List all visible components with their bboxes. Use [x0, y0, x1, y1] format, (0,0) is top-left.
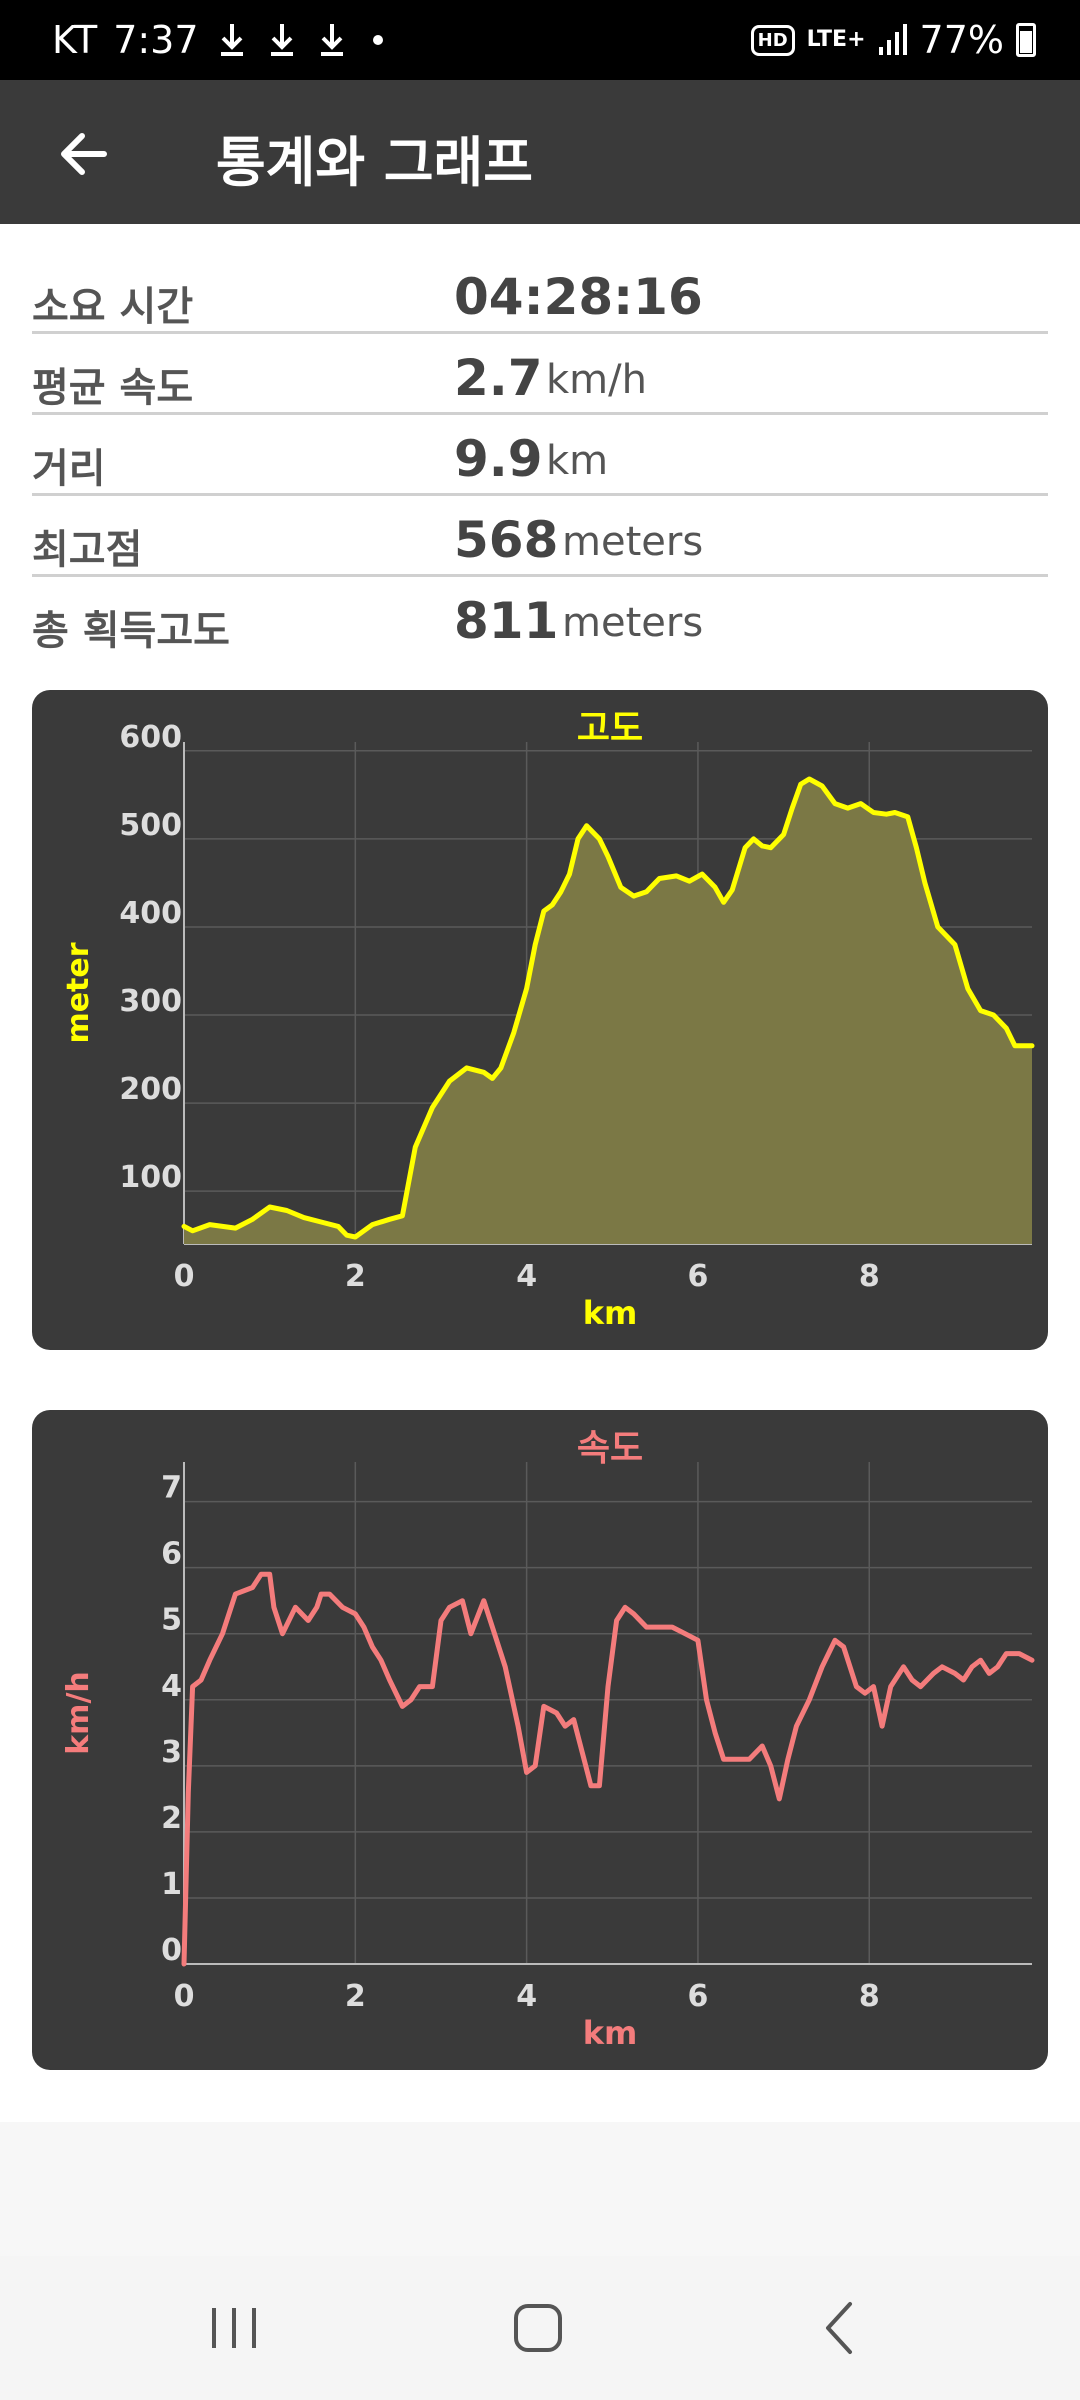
clock: 7:37 — [113, 18, 199, 62]
stat-row-total-ascent: 총 획득고도 811 meters — [32, 578, 1048, 658]
stat-value: 9.9 — [454, 430, 543, 488]
x-tick-label: 6 — [688, 1979, 709, 2014]
speed-chart-card: 0 2 4 6 8 0 1 2 3 4 5 6 7 속도 km km/h — [32, 1410, 1048, 2070]
elevation-chart: 0 2 4 6 8 100 200 300 400 500 600 고도 km meter — [61, 708, 1035, 1332]
speed-chart: 0 2 4 6 8 0 1 2 3 4 5 6 7 속도 km km/h — [61, 1428, 1035, 2052]
series-area — [184, 779, 1032, 1244]
status-bar-left: KT 7:37 — [52, 18, 383, 62]
stat-value: 811 — [454, 592, 559, 650]
stat-unit: meters — [562, 519, 704, 565]
status-bar-right: HD LTE+ 77% — [750, 18, 1036, 62]
x-tick-label: 6 — [688, 1259, 709, 1294]
download-icon — [270, 24, 293, 56]
y-axis-label: meter — [61, 942, 96, 1043]
x-tick-label: 2 — [345, 1259, 366, 1294]
download-icon — [220, 24, 243, 56]
series-line — [181, 1571, 1035, 1967]
nav-back-icon[interactable] — [740, 2256, 940, 2400]
arrow-left-icon[interactable] — [54, 124, 114, 184]
signal-icon — [878, 24, 907, 55]
stat-value: 04:28:16 — [454, 268, 703, 326]
y-tick-label: 4 — [161, 1669, 182, 1704]
stat-unit: km — [546, 438, 609, 484]
y-axis-label: km/h — [61, 1671, 96, 1755]
chart-title: 속도 — [577, 1428, 643, 1469]
recents-icon[interactable] — [134, 2256, 334, 2400]
y-tick-label: 100 — [119, 1160, 182, 1195]
y-tick-label: 1 — [161, 1867, 182, 1902]
navigation-bar — [0, 2256, 1080, 2400]
y-tick-label: 3 — [161, 1735, 182, 1770]
y-tick-label: 300 — [119, 984, 182, 1019]
y-tick-label: 200 — [119, 1072, 182, 1107]
y-tick-label: 7 — [161, 1471, 182, 1506]
stat-row-max-elevation: 최고점 568 meters — [32, 497, 1048, 577]
stat-label: 최고점 — [32, 527, 143, 573]
y-tick-label: 5 — [161, 1603, 182, 1638]
series-line — [181, 776, 1035, 1240]
x-tick-label: 4 — [516, 1979, 537, 2014]
stat-label: 총 획득고도 — [32, 608, 230, 654]
stat-unit: km/h — [546, 357, 647, 403]
x-axis-label: km — [583, 2014, 638, 2052]
home-icon[interactable] — [438, 2256, 638, 2400]
x-tick-label: 2 — [345, 1979, 366, 2014]
battery-percent: 77% — [919, 18, 1004, 62]
x-tick-label: 8 — [859, 1979, 880, 2014]
stat-unit: meters — [562, 600, 704, 646]
stat-row-distance: 거리 9.9 km — [32, 416, 1048, 496]
stat-row-duration: 소요 시간 04:28:16 — [32, 254, 1048, 334]
x-tick-label: 0 — [174, 1979, 195, 2014]
x-tick-label: 0 — [174, 1259, 195, 1294]
chart-title: 고도 — [577, 708, 643, 749]
hd-voice-icon: HD — [750, 24, 795, 56]
elevation-chart-card: 0 2 4 6 8 100 200 300 400 500 600 고도 km meter — [32, 690, 1048, 1350]
y-tick-label: 0 — [161, 1933, 182, 1968]
stat-value: 568 — [454, 511, 559, 569]
stats-content: 소요 시간 04:28:16 평균 속도 2.7 km/h 거리 9.9 km … — [0, 224, 1080, 2122]
carrier-label: KT — [52, 18, 98, 62]
x-tick-label: 8 — [859, 1259, 880, 1294]
y-tick-label: 600 — [119, 720, 182, 755]
x-tick-label: 4 — [516, 1259, 537, 1294]
x-axis-label: km — [583, 1294, 638, 1332]
y-tick-label: 500 — [119, 808, 182, 843]
stat-row-avg-speed: 평균 속도 2.7 km/h — [32, 335, 1048, 415]
network-type: LTE+ — [806, 27, 866, 52]
stat-label: 거리 — [32, 446, 106, 492]
download-icon — [320, 24, 343, 56]
y-tick-label: 400 — [119, 896, 182, 931]
stat-label: 평균 속도 — [32, 365, 194, 411]
app-bar: 통계와 그래프 — [0, 80, 1080, 224]
stat-label: 소요 시간 — [32, 284, 194, 330]
notification-dot-icon — [372, 35, 383, 45]
status-bar: KT 7:37 HD LTE+ 77% — [0, 0, 1080, 80]
y-tick-label: 6 — [161, 1537, 182, 1572]
y-tick-label: 2 — [161, 1801, 182, 1836]
battery-icon — [1016, 23, 1036, 57]
page-title: 통계와 그래프 — [216, 131, 533, 194]
stat-value: 2.7 — [454, 349, 543, 407]
